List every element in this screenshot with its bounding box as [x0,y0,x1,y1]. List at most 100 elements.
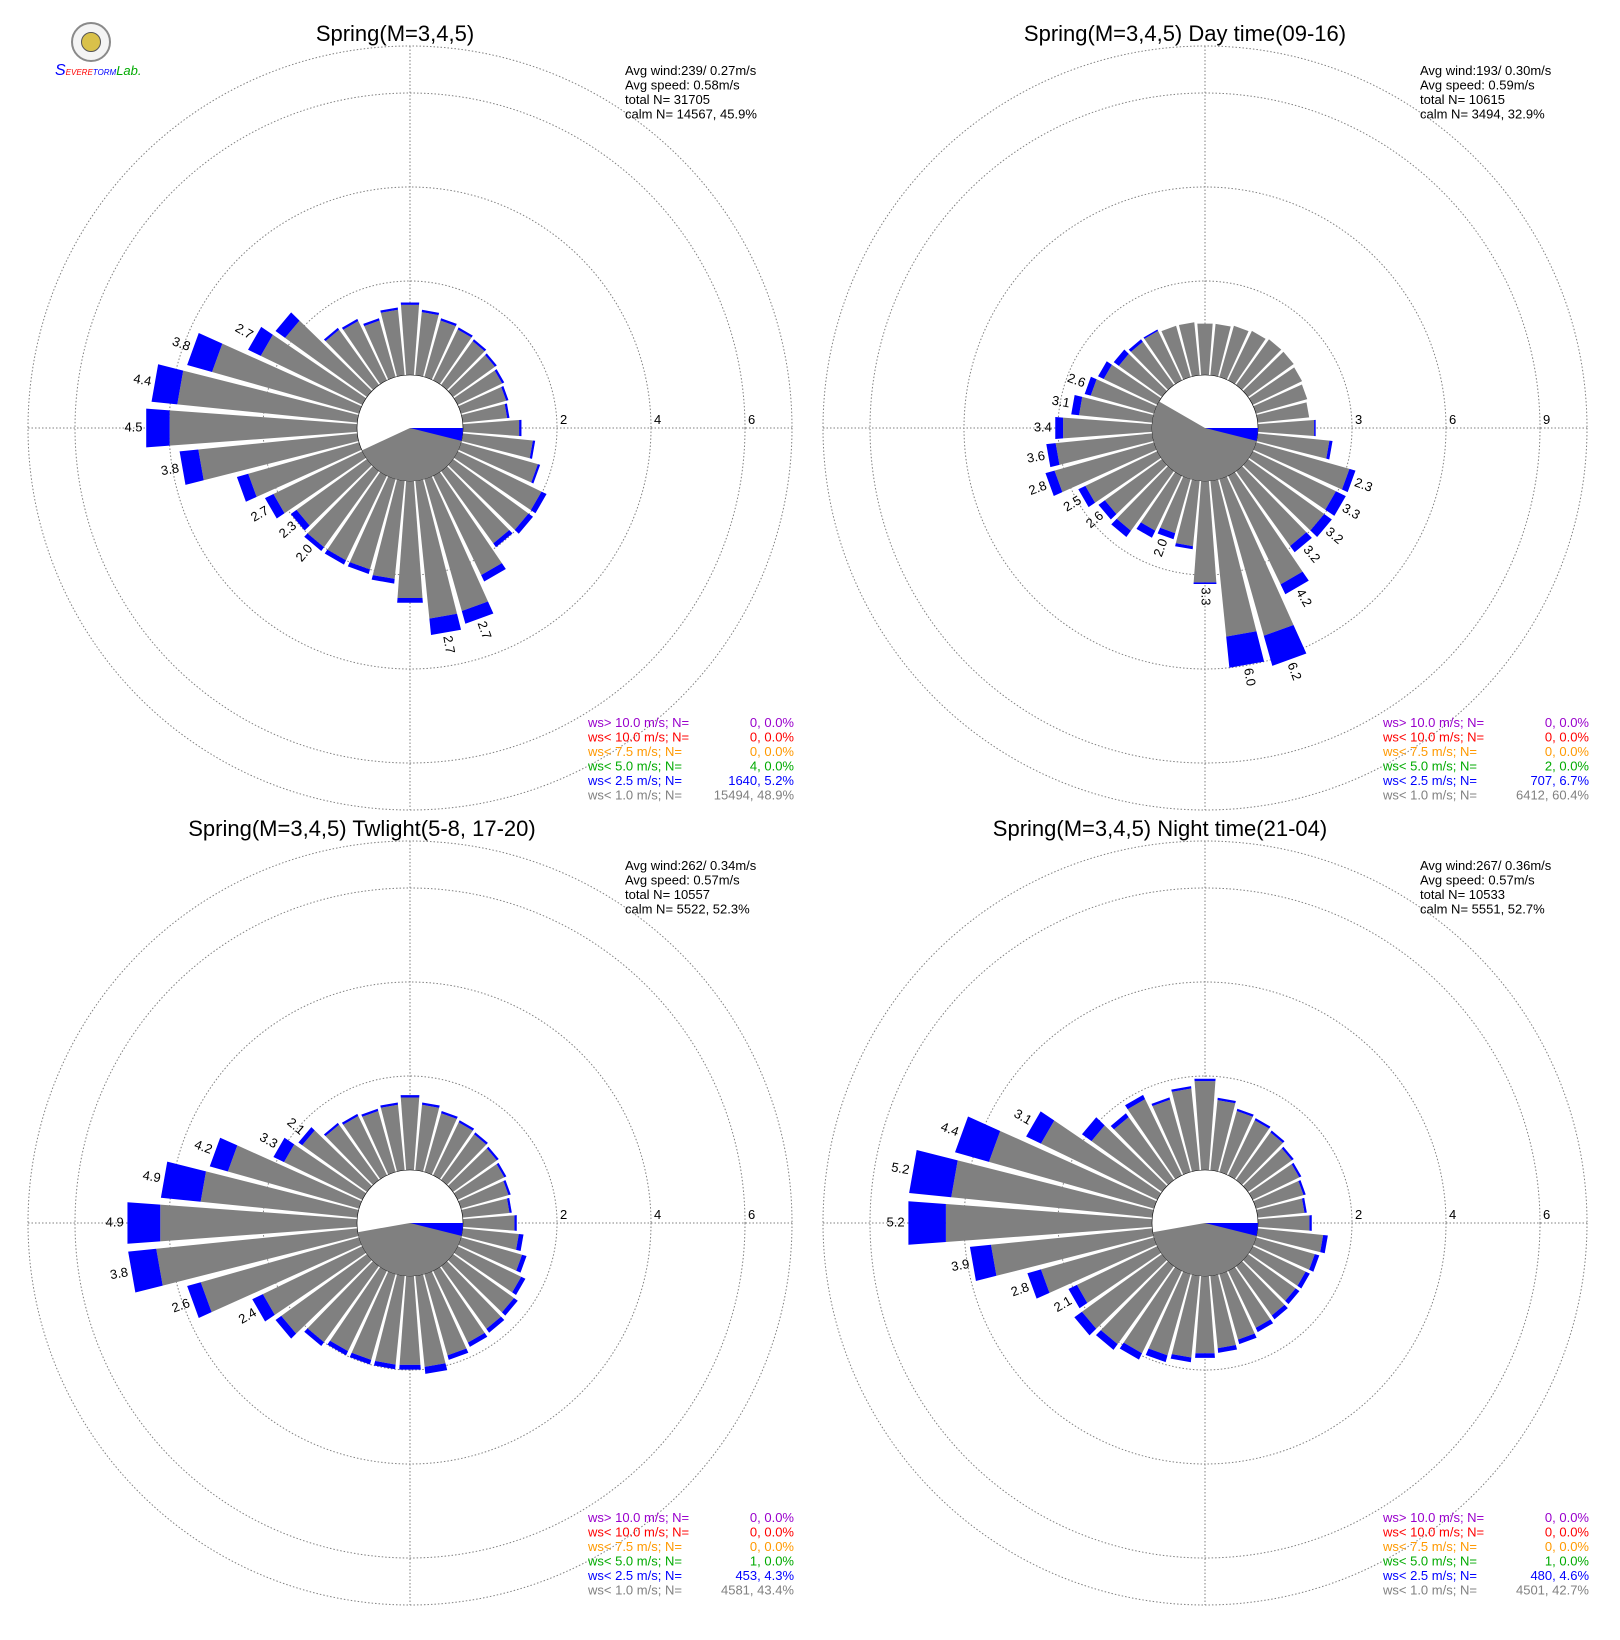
legend-value: 15494, 48.9% [714,788,795,803]
bar-gray [1228,471,1303,585]
bar-blue [1045,470,1063,496]
calm-blue-wedge [410,428,464,441]
legend-value: 0, 0.0% [750,1539,795,1554]
bar-blue [323,327,340,342]
bar-blue [1084,376,1097,396]
legend-label: ws< 2.5 m/s; N= [587,1568,682,1583]
bar-gray [453,1164,505,1200]
bar-blue [955,1116,1001,1162]
bar-gray [424,320,456,380]
bar-gray [433,329,472,385]
ring-label: 6 [748,412,755,427]
legend-label: ws< 10.0 m/s; N= [587,1525,689,1540]
legend-label: ws< 1.0 m/s; N= [1382,788,1477,803]
bar-gray [1130,341,1174,391]
bar-gray [1256,433,1330,459]
bar-blue [361,1108,379,1117]
bar-blue [531,464,541,484]
legend-value: 4581, 43.4% [721,1583,794,1598]
bar-blue [1145,1348,1168,1363]
bar-value-label: 2.5 [1061,492,1084,514]
bar-gray [462,1215,515,1231]
legend-value: 0, 0.0% [1545,1539,1590,1554]
bar-gray [1228,1120,1270,1180]
bar-gray [1113,1117,1174,1186]
bar-value-label: 4.4 [939,1119,961,1139]
ring-label: 3 [1355,412,1362,427]
legend-value: 0, 0.0% [1545,1525,1590,1540]
bar-gray [1103,364,1162,405]
bar-value-label: 2.7 [248,503,271,525]
bar-gray [285,320,373,397]
legend-label: ws< 7.5 m/s; N= [1382,744,1477,759]
bar-blue [1237,1333,1257,1345]
bar-gray [453,370,503,405]
bar-value-label: 4.2 [192,1137,214,1157]
bar-blue [304,533,325,552]
bar-gray [1256,1198,1305,1218]
bar-value-label: 3.8 [160,460,180,478]
bar-gray [1242,1254,1296,1301]
bar-blue [909,1150,958,1198]
bar-blue [512,1276,526,1296]
bar-value-label: 3.1 [1051,393,1071,411]
bar-blue [1341,468,1356,493]
bar-gray [1152,1099,1191,1175]
legend-value: 0, 0.0% [1545,744,1590,759]
bar-blue [422,1102,440,1108]
bar-gray [1160,476,1191,534]
bar-gray [380,309,405,377]
bar-gray [1076,1246,1162,1303]
bar-gray [1242,1148,1292,1192]
bar-blue [1143,329,1159,339]
bar-blue [179,449,204,485]
bar-gray [302,1130,373,1192]
bar-blue [1095,1330,1118,1350]
bar-blue [252,1294,275,1322]
bar-gray [1100,1260,1174,1345]
legend-label: ws< 10.0 m/s; N= [587,730,689,745]
bar-gray [1054,442,1157,493]
bar-value-label: 4.9 [142,1167,162,1185]
ring-label: 6 [1543,1207,1550,1222]
bar-gray [160,1204,358,1242]
stats-line: Avg wind:193/ 0.30m/s [1420,63,1552,78]
bar-gray [462,419,520,437]
bar-blue [458,1120,475,1131]
chart-title: Spring(M=3,4,5) Twlight(5-8, 17-20) [188,816,535,841]
bar-value-label: 2.6 [1083,508,1106,531]
wind-rose-panel-4: 2 4 6 2.1 2.8 3.9 5.2 5.2 4.4 3.1 Spring(M=3,4,5) … [822,816,1590,1606]
bar-blue [494,369,505,384]
stats-line: total N= 10533 [1420,887,1505,902]
bar-blue [529,440,536,459]
bar-blue [298,1127,315,1146]
bar-gray [1219,476,1294,636]
bar-blue [341,318,359,330]
calm-wedge [361,428,463,482]
bar-gray [1104,459,1168,515]
bar-value-label: 2.7 [440,634,458,654]
legend-label: ws< 5.0 m/s; N= [587,1554,682,1569]
legend-label: ws< 7.5 m/s; N= [1382,1539,1477,1554]
legend-value: 0, 0.0% [750,1525,795,1540]
bar-value-label: 3.9 [950,1256,970,1274]
bar-gray [1085,451,1162,503]
bar-gray [284,1144,367,1200]
bar-blue [486,1146,499,1161]
bar-blue [1078,485,1096,508]
bar-gray [343,321,387,385]
bar-gray [1256,402,1310,423]
bar-blue [514,513,534,534]
bar-value-label: 2.8 [1009,1279,1031,1299]
stats-line: Avg wind:267/ 0.36m/s [1420,858,1552,873]
legend-value: 0, 0.0% [750,744,795,759]
bar-blue [349,1352,372,1365]
bar-value-label: 3.3 [1199,587,1214,605]
bar-blue [481,563,506,582]
bar-value-label: 3.3 [1340,500,1363,522]
bar-value-label: 2.1 [1051,1293,1074,1315]
bar-blue [264,494,285,519]
bar-gray [1127,1099,1182,1180]
bar-blue [290,509,310,531]
stats-line: calm N= 3494, 32.9% [1420,107,1545,122]
